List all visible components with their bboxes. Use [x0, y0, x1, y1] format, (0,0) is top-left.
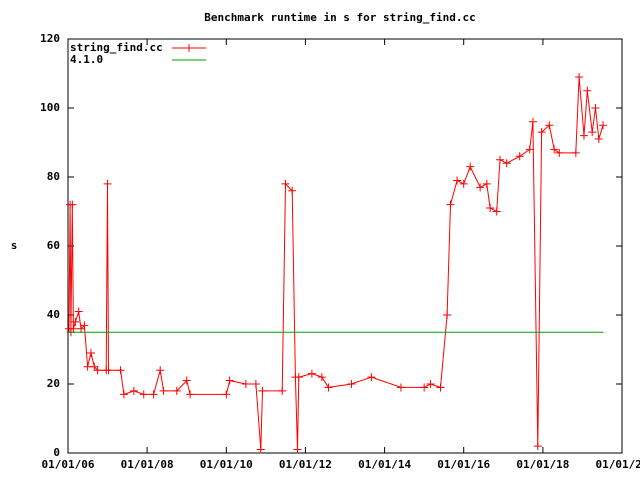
point-marker — [119, 390, 128, 399]
point-marker — [396, 383, 405, 392]
point-marker — [476, 183, 485, 192]
point-marker — [495, 155, 504, 164]
point-marker — [347, 380, 356, 388]
point-marker — [525, 145, 534, 154]
point-marker — [482, 179, 491, 188]
point-marker — [324, 383, 333, 392]
point-marker — [103, 179, 112, 188]
point-marker — [502, 159, 511, 168]
point-marker — [68, 200, 77, 209]
point-marker — [258, 386, 267, 395]
x-tick-label: 01/01/16 — [437, 458, 490, 471]
point-marker — [599, 121, 608, 130]
x-tick-label: 01/01/10 — [200, 458, 253, 471]
y-tick-label: 120 — [40, 32, 60, 45]
point-marker — [77, 324, 86, 333]
point-marker — [172, 386, 181, 395]
x-tick-label: 01/01/12 — [279, 458, 332, 471]
y-tick-label: 60 — [47, 239, 60, 252]
point-marker — [156, 366, 165, 375]
point-marker — [420, 383, 429, 392]
x-tick-label: 01/01/18 — [516, 458, 569, 471]
point-marker — [446, 200, 455, 209]
point-marker — [537, 128, 546, 137]
chart-title: Benchmark runtime in s for string_find.c… — [204, 11, 476, 24]
point-marker — [86, 348, 95, 357]
point-marker — [288, 186, 297, 195]
point-marker — [579, 131, 588, 140]
point-marker — [492, 207, 501, 216]
point-marker — [104, 366, 113, 375]
point-marker — [90, 362, 99, 371]
point-marker — [459, 179, 468, 188]
point-marker — [436, 383, 445, 392]
point-marker — [588, 128, 597, 137]
point-marker — [256, 445, 265, 454]
point-marker — [129, 386, 138, 395]
point-marker — [159, 386, 168, 395]
point-marker — [182, 376, 191, 385]
point-marker — [281, 179, 290, 188]
y-axis-label: s — [11, 239, 18, 252]
point-marker — [225, 376, 234, 385]
point-marker — [571, 148, 580, 157]
point-marker — [528, 117, 537, 126]
point-marker — [222, 390, 231, 399]
y-tick-label: 0 — [53, 446, 60, 459]
y-tick-label: 40 — [47, 308, 60, 321]
point-marker — [550, 145, 559, 154]
point-marker — [149, 390, 158, 399]
y-tick-label: 20 — [47, 377, 60, 390]
series-line — [68, 76, 604, 450]
point-marker — [533, 442, 542, 451]
point-marker — [80, 321, 89, 330]
point-marker — [307, 369, 316, 378]
legend-marker — [185, 44, 193, 52]
x-tick-label: 01/01/08 — [121, 458, 174, 471]
point-marker — [515, 152, 524, 161]
point-marker — [575, 72, 584, 81]
legend-label: 4.1.0 — [70, 53, 103, 66]
point-marker — [555, 148, 564, 157]
point-marker — [139, 390, 148, 399]
x-tick-label: 01/01/14 — [358, 458, 411, 471]
point-marker — [486, 204, 495, 213]
point-marker — [367, 373, 376, 382]
y-tick-label: 80 — [47, 170, 60, 183]
y-tick-label: 100 — [40, 101, 60, 114]
point-marker — [251, 380, 260, 388]
point-marker — [443, 311, 452, 319]
point-marker — [186, 390, 195, 399]
point-marker — [293, 445, 302, 454]
point-marker — [71, 317, 80, 326]
point-marker — [594, 135, 603, 144]
point-marker — [317, 373, 326, 382]
point-marker — [466, 162, 475, 171]
point-marker — [426, 380, 435, 388]
point-marker — [591, 104, 600, 112]
point-marker — [83, 362, 92, 371]
x-tick-label: 01/01/06 — [42, 458, 95, 471]
point-marker — [545, 121, 554, 130]
point-marker — [69, 324, 78, 333]
x-tick-label: 01/01/20 — [596, 458, 640, 471]
point-marker — [241, 380, 250, 388]
point-marker — [453, 176, 462, 185]
point-marker — [74, 307, 83, 316]
point-marker — [583, 86, 592, 95]
legend-label: string_find.cc — [70, 41, 163, 54]
point-marker — [278, 386, 287, 395]
point-marker — [294, 373, 303, 382]
point-marker — [116, 366, 125, 375]
point-marker — [93, 366, 102, 375]
